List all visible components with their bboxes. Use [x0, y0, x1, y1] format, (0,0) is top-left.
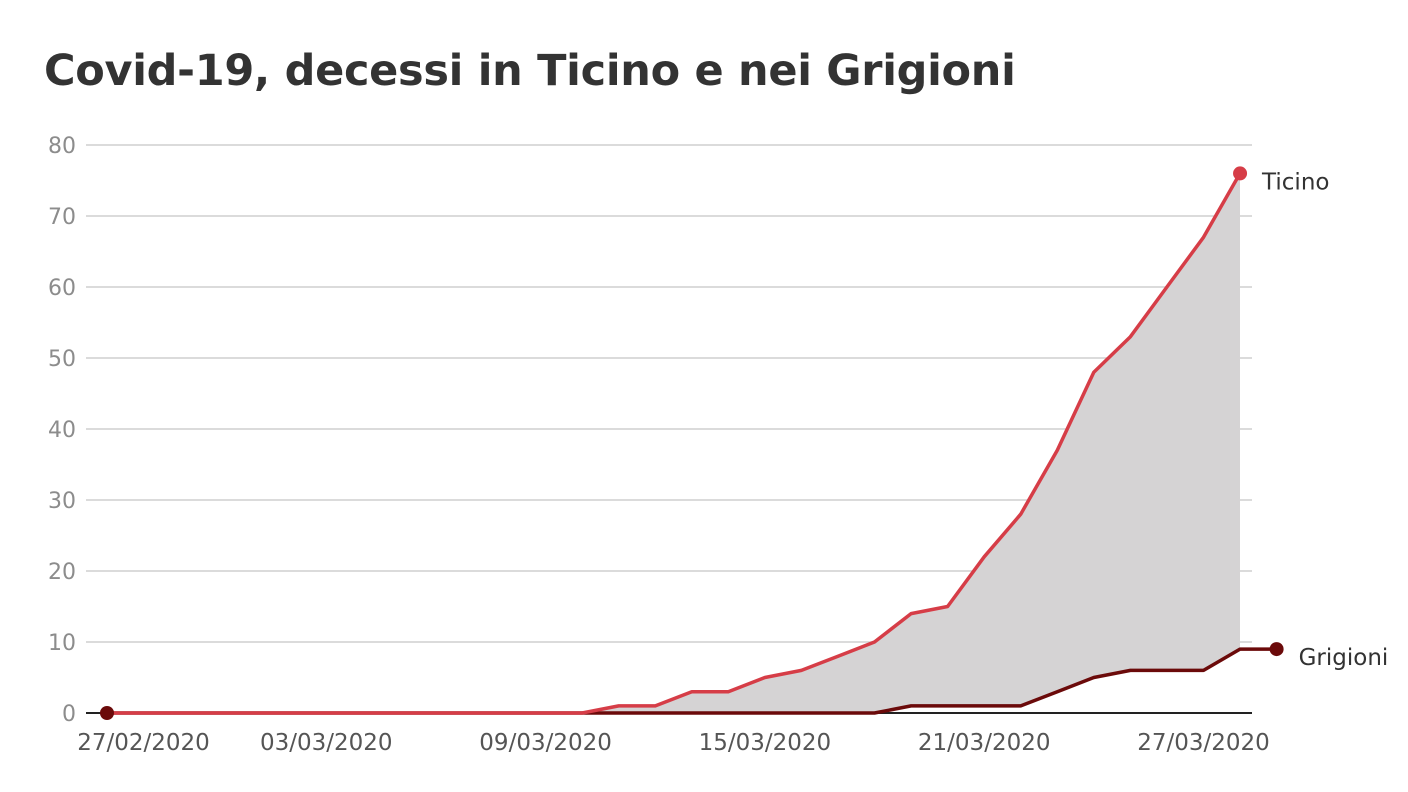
series-labels: Ticino Grigioni — [1261, 169, 1388, 671]
y-tick-label: 80 — [48, 134, 76, 159]
x-tick-label: 03/03/2020 — [260, 730, 393, 756]
series-end-point-ticino — [1233, 166, 1248, 181]
series-start-point — [100, 706, 114, 720]
y-tick-label: 30 — [48, 489, 76, 514]
series-end-point-grigioni — [1269, 642, 1284, 657]
x-tick-label: 21/03/2020 — [918, 730, 1051, 756]
x-axis-ticks: 27/02/2020 03/03/2020 09/03/2020 15/03/2020… — [77, 730, 1270, 756]
y-axis-ticks: 0 10 20 30 40 50 60 70 80 — [48, 134, 76, 727]
x-tick-label: 27/02/2020 — [77, 730, 210, 756]
chart-title: Covid-19, decessi in Ticino e nei Grigio… — [44, 46, 1016, 96]
series-endpoints — [100, 166, 1284, 720]
y-tick-label: 0 — [62, 702, 76, 727]
series-line-ticino — [107, 172, 1242, 715]
series-label-ticino: Ticino — [1261, 169, 1329, 195]
series-lines — [107, 172, 1277, 715]
x-tick-label: 27/03/2020 — [1137, 730, 1270, 756]
y-tick-label: 40 — [48, 418, 76, 443]
y-tick-label: 50 — [48, 347, 76, 372]
gridlines — [86, 144, 1252, 643]
y-tick-label: 20 — [48, 560, 76, 585]
series-label-grigioni: Grigioni — [1299, 645, 1389, 671]
y-tick-label: 70 — [48, 205, 76, 230]
fill-area — [107, 173, 1240, 713]
x-tick-label: 09/03/2020 — [479, 730, 612, 756]
x-tick-label: 15/03/2020 — [699, 730, 832, 756]
y-tick-label: 60 — [48, 276, 76, 301]
y-tick-label: 10 — [48, 631, 76, 656]
area-between-series — [107, 173, 1240, 713]
